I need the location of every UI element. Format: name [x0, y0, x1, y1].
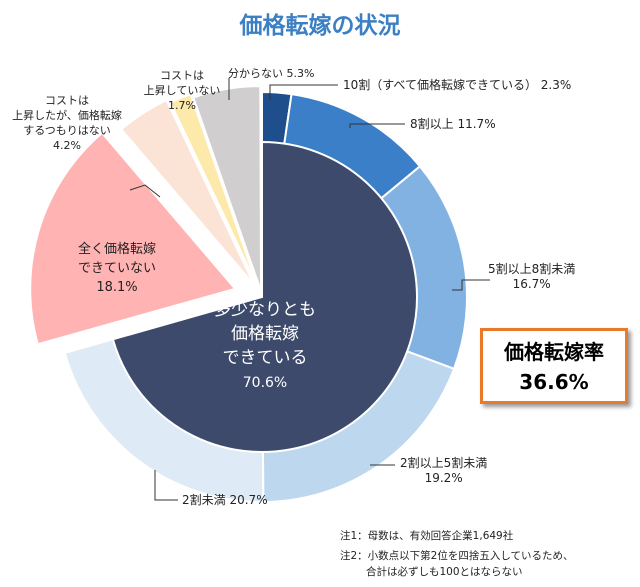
leader-line-5: [129, 184, 161, 198]
leader-line-1: [349, 123, 405, 128]
pass-through-rate-box: 価格転嫁率 36.6%: [480, 328, 628, 404]
rate-value: 36.6%: [519, 370, 589, 394]
label-mattaku: 全く価格転嫁 できていない 18.1%: [77, 242, 156, 295]
exploded-slice-2: [169, 92, 260, 289]
note-1: 注1：母数は、有効回答企業1,649社: [340, 530, 514, 542]
leader-line-2: [452, 279, 490, 291]
label-5wari: 5割以上8割未満 16.7%: [488, 262, 576, 291]
inner-slice: [111, 140, 418, 453]
exploded-slice-0: [29, 131, 237, 346]
label-no-intent: コストは 上昇したが、価格転嫁 するつもりはない 4.2%: [12, 94, 122, 152]
exploded-slice-1: [119, 98, 256, 286]
rate-label: 価格転嫁率: [504, 340, 604, 364]
label-inner: 多少なりとも 価格転嫁 できている 70.6%: [214, 300, 316, 391]
label-10wari: 10割（すべて価格転嫁できている） 2.3%: [343, 78, 572, 92]
label-no-cost-rise: コストは 上昇していない 1.7%: [143, 69, 221, 112]
label-8wari: 8割以上 11.7%: [410, 117, 496, 131]
note-3: 合計は必ずしも100とはならない: [366, 566, 523, 578]
leader-line-4: [154, 470, 178, 501]
label-2wari-5wari: 2割以上5割未満 19.2%: [400, 456, 488, 485]
exploded-slice-3: [192, 85, 262, 292]
chart-title: 価格転嫁の状況: [239, 13, 401, 39]
label-2wari-miman: 2割未満 20.7%: [182, 493, 268, 507]
label-unknown: 分からない 5.3%: [228, 67, 315, 80]
note-2: 注2：小数点以下第2位を四捨五入しているため、: [340, 550, 574, 562]
leader-line-0: [269, 84, 338, 100]
